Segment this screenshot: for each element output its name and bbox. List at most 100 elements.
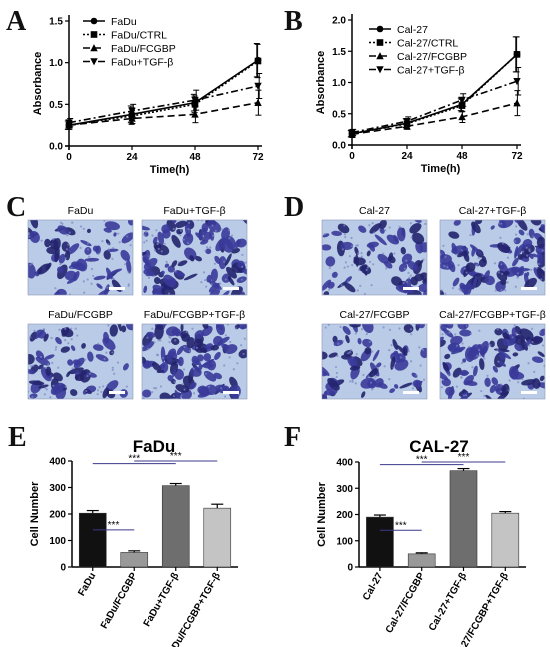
chart-b-series-line-4 xyxy=(351,80,518,134)
micro-c-stained-cell xyxy=(106,273,111,280)
micro-c-image xyxy=(142,220,247,295)
micro-c-stained-cell xyxy=(189,255,195,262)
chart-e-y-tick-label: 300 xyxy=(49,483,66,494)
micro-d-pore xyxy=(405,259,408,262)
micro-d-stained-cell xyxy=(508,366,519,380)
chart-a-y-tick-label: 1.5 xyxy=(49,17,63,28)
micro-d-stained-cell xyxy=(327,281,335,289)
micro-c-stained-cell xyxy=(64,270,78,281)
chart-a-legend-label: FaDu+TGF-β xyxy=(111,57,173,69)
micro-c-pore xyxy=(54,287,57,290)
micro-d-pore xyxy=(496,328,499,331)
micro-d-pore xyxy=(521,378,524,381)
micro-c-pore xyxy=(28,397,30,399)
chart-b-legend-label: Cal-27+TGF-β xyxy=(397,65,465,77)
micro-d-stained-cell xyxy=(537,250,543,266)
micro-c-pore xyxy=(145,239,148,242)
micro-c-stained-cell xyxy=(29,331,38,342)
panel-label-b: B xyxy=(284,6,303,37)
micro-c-stained-cell xyxy=(121,325,127,333)
chart-b-x-tick-label: 0 xyxy=(349,151,355,162)
micro-c-pore xyxy=(70,338,73,341)
micro-c-stained-cell xyxy=(193,359,201,366)
micro-d-pore xyxy=(382,252,385,255)
micro-d-pore xyxy=(465,325,468,328)
micro-d-pore xyxy=(383,365,386,368)
micro-d-pore xyxy=(538,331,542,334)
micro-c-stained-cell xyxy=(195,232,206,242)
chart-a-x-tick-label: 48 xyxy=(189,152,201,163)
micro-d-stained-cell xyxy=(349,365,361,371)
micro-c-stained-cell xyxy=(186,337,195,349)
micro-c-stained-cell xyxy=(35,329,47,339)
micro-c-stained-cell xyxy=(224,253,232,266)
chart-e-bar xyxy=(78,512,107,568)
micro-d-pore xyxy=(323,232,326,236)
micro-c-pore xyxy=(82,227,85,231)
micro-c-pore xyxy=(55,345,58,349)
micro-d-stained-cell xyxy=(344,276,352,284)
micro-d-pore xyxy=(371,388,374,391)
micro-c-pore xyxy=(142,396,145,399)
chart-f-significance-mark: *** xyxy=(458,452,470,463)
micro-d-pore xyxy=(376,367,380,370)
micro-c-stained-cell xyxy=(142,389,152,398)
micro-d-pore xyxy=(500,222,503,225)
micro-c-pore xyxy=(71,367,74,370)
micro-c-stained-cell xyxy=(171,328,181,336)
micro-c-stained-cell xyxy=(159,392,171,399)
micro-d-pore xyxy=(385,267,388,270)
micro-c-stained-cell xyxy=(197,385,208,395)
micro-d-pore xyxy=(348,255,352,258)
micro-c-pore xyxy=(65,248,69,251)
micro-c-stained-cell xyxy=(240,324,247,329)
micro-d-stained-cell xyxy=(513,237,521,245)
micro-d-stained-cell xyxy=(473,365,478,377)
micro-c-stained-cell xyxy=(154,324,164,340)
chart-b-legend-label: Cal-27/FCGBP xyxy=(397,51,467,63)
micro-d-stained-cell xyxy=(531,356,544,363)
micro-c-pore xyxy=(154,387,158,390)
micro-c-stained-cell xyxy=(175,384,190,393)
micro-d-pore xyxy=(422,348,425,351)
micro-c-pore xyxy=(143,233,146,237)
micro-d-pore xyxy=(362,373,365,377)
chart-a-data-point xyxy=(128,114,136,122)
micro-c-pore xyxy=(103,358,106,361)
micro-c-pore xyxy=(124,263,127,266)
micro-d-image-label: Cal-27/FCGBP xyxy=(339,309,409,321)
micro-d-pore xyxy=(351,263,354,267)
micro-d-pore xyxy=(392,366,395,369)
micro-d-pore xyxy=(371,350,374,353)
micro-c-pore xyxy=(127,283,130,286)
micro-d-stained-cell xyxy=(414,220,422,223)
micro-d-pore xyxy=(530,327,534,330)
micro-c-pore xyxy=(176,362,179,365)
micro-d-pore xyxy=(373,378,376,381)
micro-d-pore xyxy=(499,236,502,239)
micro-c-stained-cell xyxy=(203,231,212,240)
micro-d-pore xyxy=(407,271,410,274)
micro-c-pore xyxy=(240,344,243,347)
micro-d-stained-cell xyxy=(349,324,361,328)
micro-c-stained-cell xyxy=(117,324,122,332)
micro-d-pore xyxy=(367,375,370,378)
micro-c-stained-cell xyxy=(55,336,62,345)
micro-d-image-frame xyxy=(439,219,546,296)
micro-c-stained-cell xyxy=(142,251,147,256)
micro-d-stained-cell xyxy=(440,370,449,381)
micro-c-pore xyxy=(59,263,62,266)
chart-f-bar xyxy=(407,553,436,568)
micro-c-stained-cell xyxy=(44,238,51,248)
micro-d-stained-cell xyxy=(391,276,403,286)
micro-c-stained-cell xyxy=(44,354,55,360)
micro-d-stained-cell xyxy=(372,349,380,362)
micro-c-pore xyxy=(112,246,115,250)
panel-label-d: D xyxy=(284,192,304,223)
micro-d-stained-cell xyxy=(322,244,332,251)
micro-d-stained-cell xyxy=(518,229,525,236)
micro-d-pore xyxy=(393,252,396,255)
micro-c-stained-cell xyxy=(201,325,213,337)
micro-d-pore xyxy=(497,271,500,274)
